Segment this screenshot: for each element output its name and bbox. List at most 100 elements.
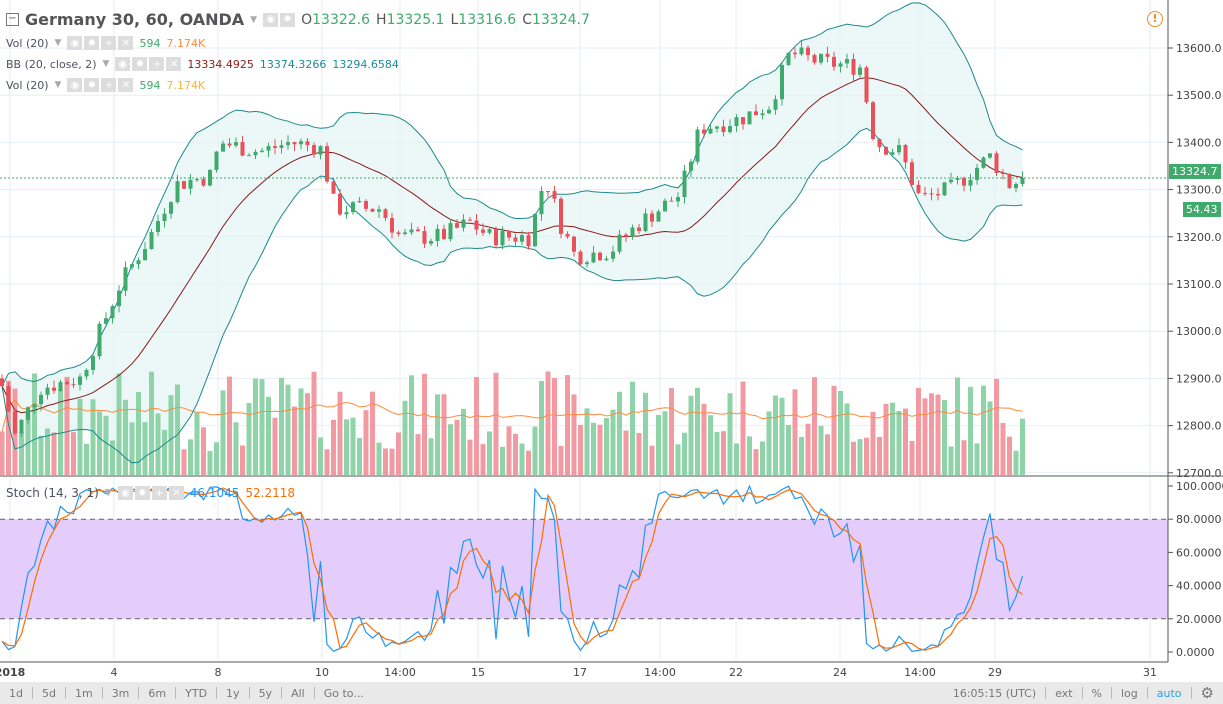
indicator-name[interactable]: Vol (20) (6, 78, 49, 92)
vol-value: 594 (139, 78, 161, 92)
price-tick-label: 13500.0 (1176, 89, 1222, 102)
indicator-name[interactable]: BB (20, close, 2) (6, 57, 97, 71)
gear-icon[interactable]: ✹ (132, 57, 148, 71)
volume-bar (188, 439, 193, 475)
gear-icon[interactable]: ✹ (280, 12, 296, 27)
indicator-name[interactable]: Stoch (14, 3, 1) (6, 486, 99, 500)
close-icon[interactable]: ✕ (168, 486, 184, 500)
eye-icon[interactable]: ◉ (263, 12, 279, 27)
volume-bar (149, 371, 154, 475)
time-tick-label: 14:00 (904, 666, 936, 679)
candle-body (299, 141, 303, 145)
volume-bar (162, 429, 167, 475)
volume-bar (123, 399, 128, 475)
plus-icon[interactable]: + (149, 57, 165, 71)
range-all[interactable]: All (291, 686, 305, 700)
range-ytd[interactable]: YTD (185, 686, 208, 700)
plus-icon[interactable]: + (101, 78, 117, 92)
candle-body (377, 209, 381, 212)
volume-bar (792, 389, 798, 475)
candle-body (825, 53, 830, 57)
range-1m[interactable]: 1m (74, 686, 93, 700)
gear-icon[interactable]: ✹ (134, 486, 150, 500)
high-label: H (376, 11, 387, 28)
collapse-icon[interactable]: − (6, 13, 19, 26)
volume-bar (753, 449, 759, 475)
candle-body (130, 264, 134, 268)
price-tag: 13324.7 (1169, 164, 1221, 179)
candle-body (1001, 172, 1005, 174)
candle-body (416, 229, 420, 232)
auto-toggle[interactable]: auto (1156, 686, 1182, 700)
candle-body (143, 249, 147, 261)
range-1d[interactable]: 1d (9, 686, 23, 700)
candle-body (52, 387, 56, 391)
candle-body (968, 179, 973, 186)
log-toggle[interactable]: log (1121, 686, 1138, 700)
high-value: 13325.1 (386, 11, 445, 28)
range-1y[interactable]: 1y (226, 686, 240, 700)
range-5d[interactable]: 5d (41, 686, 56, 700)
candle-body (195, 179, 199, 181)
range-6m[interactable]: 6m (148, 686, 167, 700)
volume-bar (415, 434, 421, 475)
eye-icon[interactable]: ◉ (117, 486, 133, 500)
gear-icon[interactable]: ✹ (84, 36, 100, 50)
volume-bar (675, 444, 681, 475)
volume-bar (318, 437, 323, 475)
stoch-tick-label: 40.0000 (1176, 580, 1222, 593)
alert-icon[interactable]: ! (1147, 11, 1163, 27)
volume-bar (961, 440, 967, 475)
close-icon[interactable]: ✕ (118, 78, 134, 92)
candle-body (890, 152, 895, 155)
candle-body (604, 258, 609, 261)
stoch-legend: Stoch (14, 3, 1) ▼ ◉ ✹ + ✕ 46.1045 52.2118 (6, 486, 296, 500)
candle-body (357, 201, 362, 203)
close-icon[interactable]: ✕ (118, 36, 134, 50)
symbol-title[interactable]: Germany 30, 60, OANDA (25, 10, 245, 29)
eye-icon[interactable]: ◉ (67, 78, 83, 92)
settings-gear-icon[interactable]: ⚙ (1200, 684, 1214, 702)
close-icon[interactable]: ✕ (166, 57, 182, 71)
volume-bar (71, 432, 76, 475)
volume-bar (623, 430, 629, 475)
candle-body (13, 411, 17, 434)
candle-body (390, 218, 394, 233)
clock[interactable]: 16:05:15 (UTC) (952, 686, 1037, 700)
eye-icon[interactable]: ◉ (67, 36, 83, 50)
volume-bar (259, 379, 265, 475)
volume-bar (617, 391, 622, 475)
candle-body (117, 290, 121, 307)
time-tick-label: 15 (471, 666, 485, 679)
indicator-name[interactable]: Vol (20) (6, 36, 49, 50)
volume-bar (298, 388, 304, 475)
volume-bar (422, 373, 427, 475)
bb-legend: BB (20, close, 2) ▼ ◉ ✹ + ✕ 13334.4925 13374.32… (6, 57, 399, 71)
volume-bar (396, 432, 401, 475)
volume-bar (90, 399, 96, 475)
range-5y[interactable]: 5y (258, 686, 273, 700)
volume-bar (1000, 422, 1006, 475)
goto-button[interactable]: Go to... (323, 686, 364, 700)
plus-icon[interactable]: + (101, 36, 117, 50)
candle-body (234, 142, 238, 146)
range-3m[interactable]: 3m (111, 686, 130, 700)
volume-bar (246, 402, 252, 475)
percent-toggle[interactable]: % (1091, 686, 1102, 700)
candle-body (637, 227, 641, 232)
eye-icon[interactable]: ◉ (115, 57, 131, 71)
volume-bar (19, 432, 24, 475)
price-tick-label: 13600.0 (1176, 42, 1222, 55)
price-tick-label: 13400.0 (1176, 136, 1222, 149)
chart-canvas[interactable]: 13600.0 13500.0 13400.0 13300.0 13200.0 13100… (0, 0, 1223, 682)
candle-body (676, 197, 680, 202)
ext-toggle[interactable]: ext (1055, 686, 1073, 700)
candle-body (799, 47, 804, 55)
gear-icon[interactable]: ✹ (84, 78, 100, 92)
volume-bar (331, 419, 336, 475)
plus-icon[interactable]: + (151, 486, 167, 500)
candle-body (858, 67, 862, 75)
open-value: 13322.6 (312, 11, 371, 28)
candle-body (39, 394, 43, 405)
volume-bar (766, 411, 772, 475)
